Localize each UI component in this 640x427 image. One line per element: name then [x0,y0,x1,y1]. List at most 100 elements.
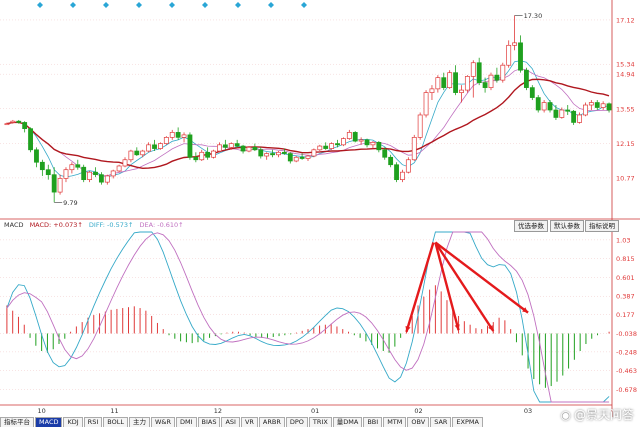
macd-tick-label: 1.03 [616,236,630,244]
candle-body [329,143,335,149]
candle-body [488,74,494,88]
macd-tick-label: -0.248 [616,348,637,356]
candle-body [588,102,594,106]
candle-body [281,151,287,154]
x-tick-label: 01 [311,407,319,415]
candle-body [305,155,311,159]
annotation-arrow [434,241,495,332]
candle-body [388,156,394,166]
annotation-arrowhead-icon [488,325,494,332]
candle-body [276,151,281,156]
tab-14[interactable]: 量DMA [332,417,363,427]
tab-10[interactable]: VR [240,417,258,427]
tab-16[interactable]: MTM [383,417,407,427]
candle-body [128,150,134,161]
marker-diamond-icon [301,2,307,8]
candle-body [323,145,329,149]
annotation-arrow [434,242,460,331]
candle-body [376,141,382,151]
tab-0[interactable]: 指标平台 [0,417,34,427]
candle-body [423,92,429,116]
tab-17[interactable]: OBV [407,417,430,427]
marker-diamond-icon [136,2,142,8]
candle-body [193,156,199,161]
candle-body [199,151,205,161]
candle-body [606,103,612,111]
candle-body [163,137,169,144]
tab-1[interactable]: MACD [35,417,63,427]
candle-body [181,134,187,138]
candle-body [116,165,122,172]
candle-body [240,145,246,152]
marker-diamond-icon [235,2,241,8]
price-tick-label: 14.94 [616,71,635,79]
macd-tick-label: -0.038 [616,330,637,338]
candle-body [122,159,128,167]
price-tick-label: 12.15 [616,140,635,148]
candle-body [394,164,399,181]
annotation-arrowhead-icon [522,307,529,313]
candle-body [4,123,10,126]
tab-4[interactable]: BOLL [103,417,128,427]
candle-body [211,150,216,158]
candle-body [506,44,512,66]
x-tick-label: 11 [110,407,118,415]
candle-body [270,153,275,156]
candle-body [553,109,559,118]
candle-body [205,151,211,158]
candle-body [299,156,305,159]
candle-body [45,169,51,176]
macd-header-label: MACD [4,221,24,229]
tab-3[interactable]: RSI [83,417,103,427]
default-params-button[interactable]: 默认参数 [550,220,584,232]
macd-tick-label: 0.177 [616,311,635,319]
high-price-label: 17.30 [524,12,543,20]
candle-body [287,153,293,162]
candle-body [600,103,606,108]
tab-5[interactable]: 主力 [128,417,150,427]
candle-body [134,150,140,156]
marker-diamond-icon [268,2,274,8]
candle-body [459,89,464,93]
indicator-help-button[interactable]: 指标说明 [585,220,619,232]
annotation-arrowhead-icon [454,324,460,331]
optimal-params-button[interactable]: 优选参数 [514,220,548,232]
tab-2[interactable]: KDJ [63,417,83,427]
tab-8[interactable]: BIAS [197,417,221,427]
tab-9[interactable]: ASI [221,417,240,427]
candle-body [476,62,482,83]
candle-body [28,128,33,151]
candle-body [346,132,352,139]
tab-15[interactable]: BBI [363,417,383,427]
tab-7[interactable]: DMI [175,417,197,427]
candle-body [500,64,506,81]
candle-body [411,137,417,161]
x-tick-label: 12 [214,407,222,415]
candle-body [87,171,93,181]
candle-body [22,122,28,130]
candle-body [494,74,500,81]
tab-6[interactable]: W&R [150,417,175,427]
price-tick-label: 10.77 [616,174,635,182]
candle-body [39,161,45,171]
candle-body [518,42,523,71]
dea-value: DEA: -0.610↑ [139,221,184,229]
candle-body [93,171,98,176]
candle-body [175,132,181,138]
tab-12[interactable]: DPO [285,417,308,427]
candle-body [335,143,340,146]
price-tick-label: 17.12 [616,16,635,24]
candle-body [370,141,376,146]
candle-body [341,138,346,146]
watermark-logo-icon: ◉ [560,407,571,422]
candle-body [435,77,441,90]
x-tick-label: 10 [37,407,45,415]
tab-18[interactable]: SAR [430,417,452,427]
candle-body [417,114,423,138]
tab-19[interactable]: EXPMA [452,417,483,427]
tab-11[interactable]: ARBR [258,417,285,427]
candle-body [523,69,529,88]
tab-13[interactable]: TRIX [308,417,332,427]
candle-body [541,102,547,111]
